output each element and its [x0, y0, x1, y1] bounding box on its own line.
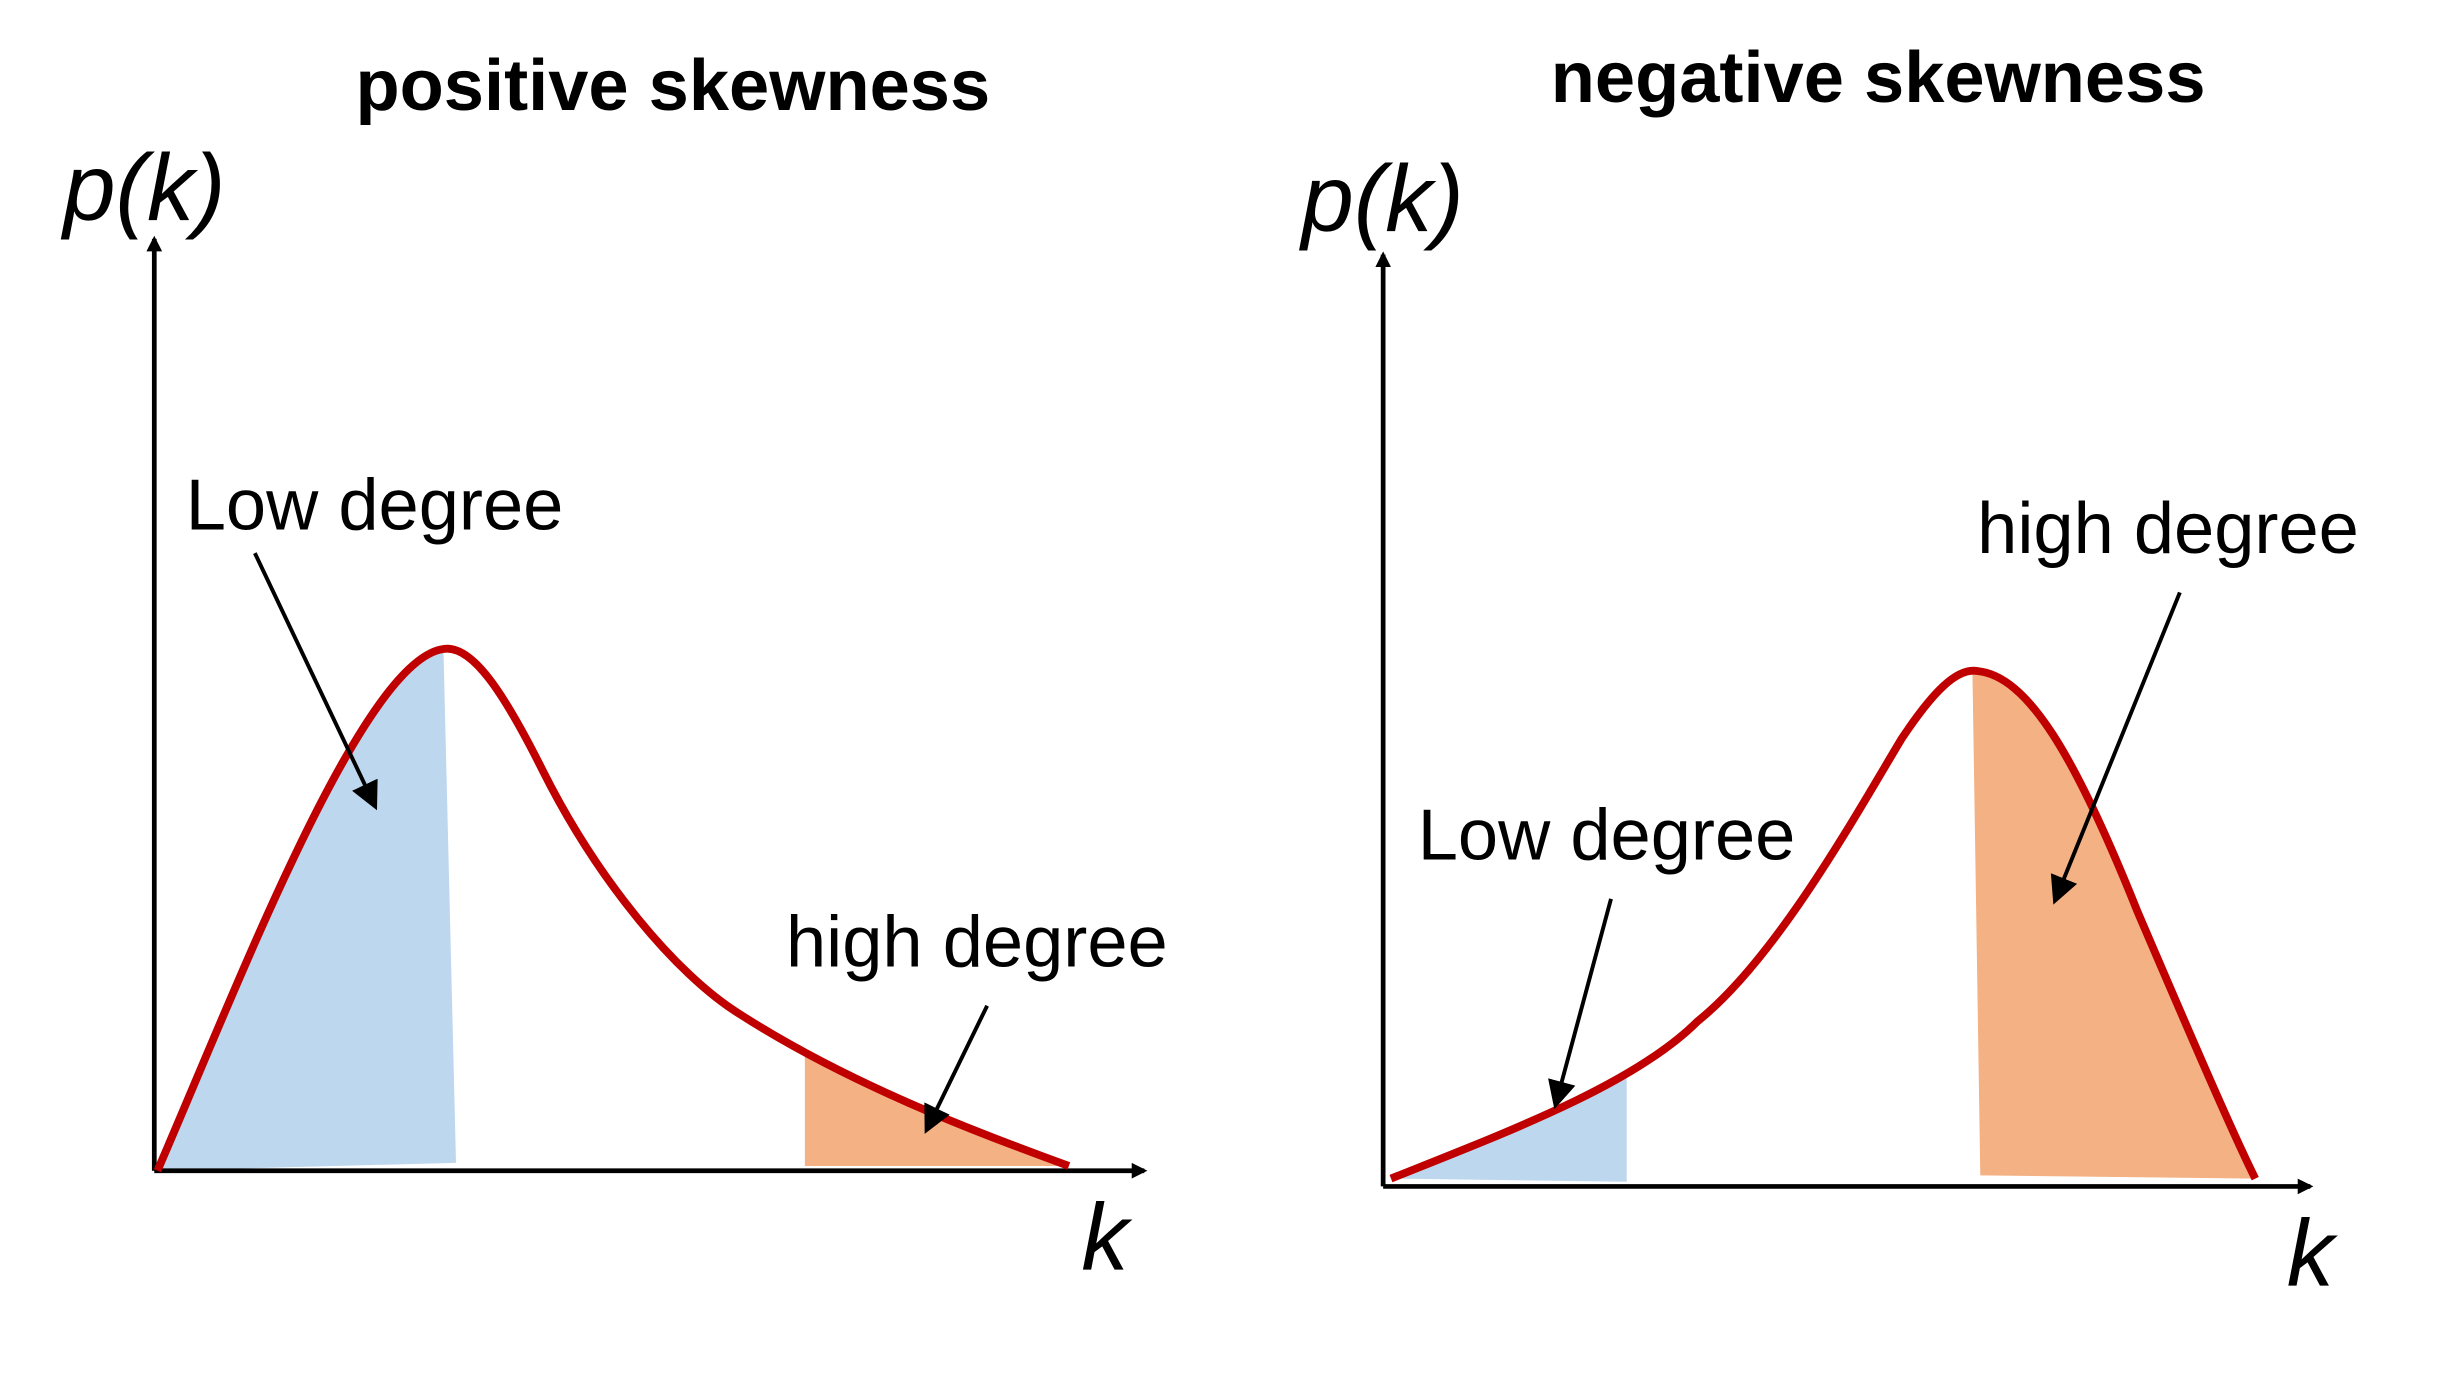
y-axis-label: p(k): [1298, 146, 1463, 251]
x-axis-label: k: [2287, 1200, 2339, 1305]
annotation: high degree: [1977, 489, 2359, 569]
panel-positive: positive skewness p(k) k Low degree high…: [60, 46, 1168, 1290]
low-region: [157, 649, 456, 1171]
annotation: Low degree: [1418, 796, 1796, 876]
panel-title: negative skewness: [1551, 38, 2206, 118]
panel-negative: negative skewness p(k) k Low degree high…: [1298, 38, 2358, 1305]
pointer-arrow: [1548, 898, 1613, 1110]
distribution-curve: [1389, 666, 2259, 1183]
pointer-arrow: [2050, 591, 2182, 905]
pointer-arrow: [924, 1004, 989, 1134]
panel-title: positive skewness: [356, 46, 991, 126]
x-axis-label: k: [1081, 1185, 1133, 1290]
high-region: [804, 1056, 1069, 1166]
pointer-arrow: [253, 552, 378, 811]
y-axis-label: p(k): [60, 135, 225, 240]
high-region: [1972, 671, 2256, 1179]
annotation: high degree: [786, 902, 1168, 982]
annotation: Low degree: [186, 466, 564, 546]
distribution-curve: [153, 644, 1071, 1173]
